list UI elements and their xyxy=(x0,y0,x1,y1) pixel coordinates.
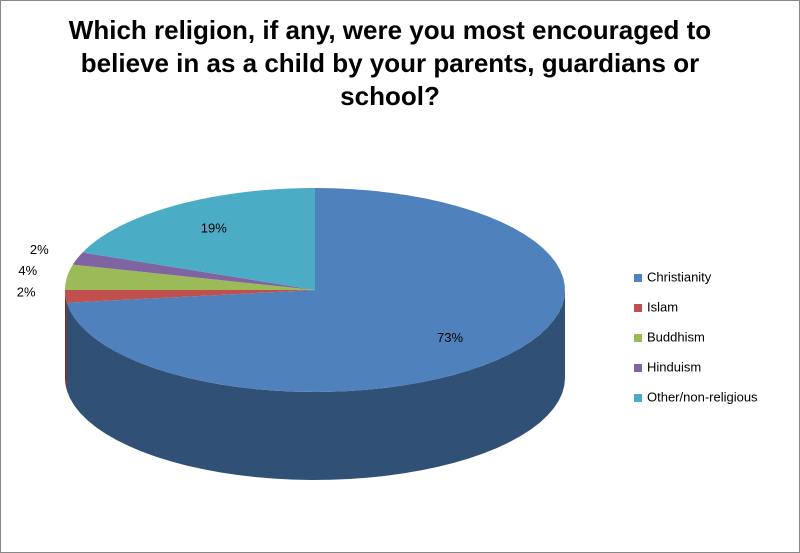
legend-label: Hinduism xyxy=(647,359,701,374)
slice-side xyxy=(65,290,67,391)
legend-swatch xyxy=(634,274,642,282)
data-label: 73% xyxy=(437,330,463,345)
data-label: 4% xyxy=(18,263,37,278)
slice xyxy=(72,252,315,290)
legend-swatch xyxy=(634,334,642,342)
legend-swatch xyxy=(634,304,642,312)
legend-swatch xyxy=(634,394,642,402)
slice-side xyxy=(66,290,566,480)
slice xyxy=(82,188,315,290)
legend-swatch xyxy=(634,364,642,372)
slice xyxy=(65,290,315,303)
legend-label: Islam xyxy=(647,299,678,314)
legend-label: Other/non-religious xyxy=(647,389,758,404)
slice xyxy=(66,188,565,392)
legend-label: Christianity xyxy=(647,269,712,284)
legend-label: Buddhism xyxy=(647,329,705,344)
chart-title: Which religion, if any, were you most en… xyxy=(68,15,712,111)
slice xyxy=(65,264,315,290)
data-label: 19% xyxy=(201,221,227,236)
data-label: 2% xyxy=(17,285,36,300)
data-label: 2% xyxy=(30,242,49,257)
